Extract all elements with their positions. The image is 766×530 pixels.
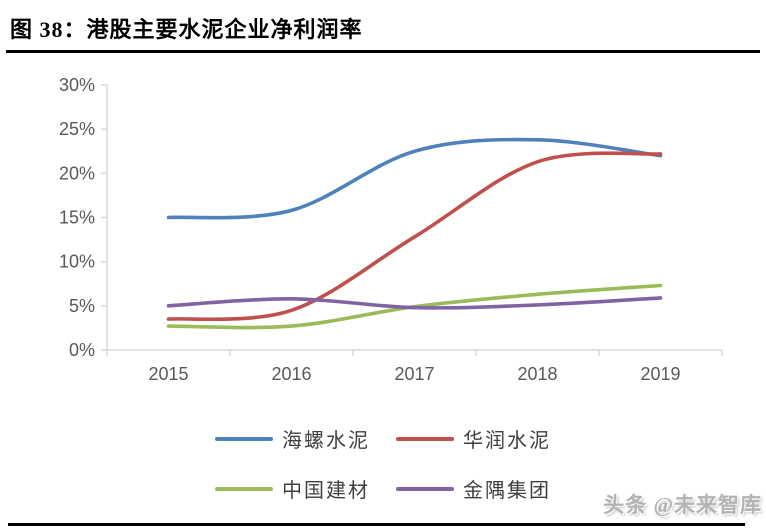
figure-title: 港股主要水泥企业净利润率 bbox=[86, 17, 363, 42]
legend-label: 海螺水泥 bbox=[282, 430, 370, 452]
legend-swatch-1 bbox=[396, 436, 454, 441]
y-tick-label: 30% bbox=[59, 75, 95, 95]
figure-header: 图 38：港股主要水泥企业净利润率 bbox=[0, 0, 766, 50]
bottom-divider bbox=[8, 523, 745, 526]
y-tick-label: 0% bbox=[69, 340, 95, 360]
title-divider bbox=[6, 50, 760, 53]
x-tick-label: 2016 bbox=[271, 364, 311, 384]
x-tick-label: 2018 bbox=[517, 364, 557, 384]
y-tick-label: 15% bbox=[59, 208, 95, 228]
x-tick-label: 2017 bbox=[394, 364, 434, 384]
line-chart: 0% 5% 10% 15% 20% 25% 30% 2015 2016 2017 2018 2019 bbox=[59, 75, 723, 384]
legend-row: 中国建材 金隅集团 bbox=[215, 474, 551, 503]
y-tick-label: 5% bbox=[69, 296, 95, 316]
watermark: 头条 @未来智库 bbox=[603, 493, 762, 517]
legend-swatch-0 bbox=[215, 436, 273, 441]
legend-label: 金隅集团 bbox=[463, 480, 551, 502]
chart-legend: 海螺水泥 华润水泥中国建材 金隅集团 bbox=[0, 424, 766, 503]
legend-swatch-2 bbox=[215, 486, 273, 491]
legend-swatch-3 bbox=[396, 486, 454, 491]
x-tick-label: 2015 bbox=[148, 364, 188, 384]
y-tick-label: 10% bbox=[59, 252, 95, 272]
series-line-1 bbox=[166, 151, 663, 322]
figure-label: 图 38： bbox=[10, 17, 87, 42]
y-tick-label: 20% bbox=[59, 163, 95, 183]
legend-item: 华润水泥 bbox=[396, 424, 551, 453]
legend-row: 海螺水泥 华润水泥 bbox=[215, 424, 551, 453]
legend-item: 中国建材 bbox=[215, 474, 370, 503]
x-tick-label: 2019 bbox=[640, 364, 680, 384]
series-line-3 bbox=[166, 296, 663, 310]
y-tick-label: 25% bbox=[59, 119, 95, 139]
legend-item: 金隅集团 bbox=[396, 474, 551, 503]
legend-item: 海螺水泥 bbox=[215, 424, 370, 453]
legend-label: 华润水泥 bbox=[463, 430, 551, 452]
legend-label: 中国建材 bbox=[282, 480, 370, 502]
series-line-0 bbox=[166, 137, 663, 220]
